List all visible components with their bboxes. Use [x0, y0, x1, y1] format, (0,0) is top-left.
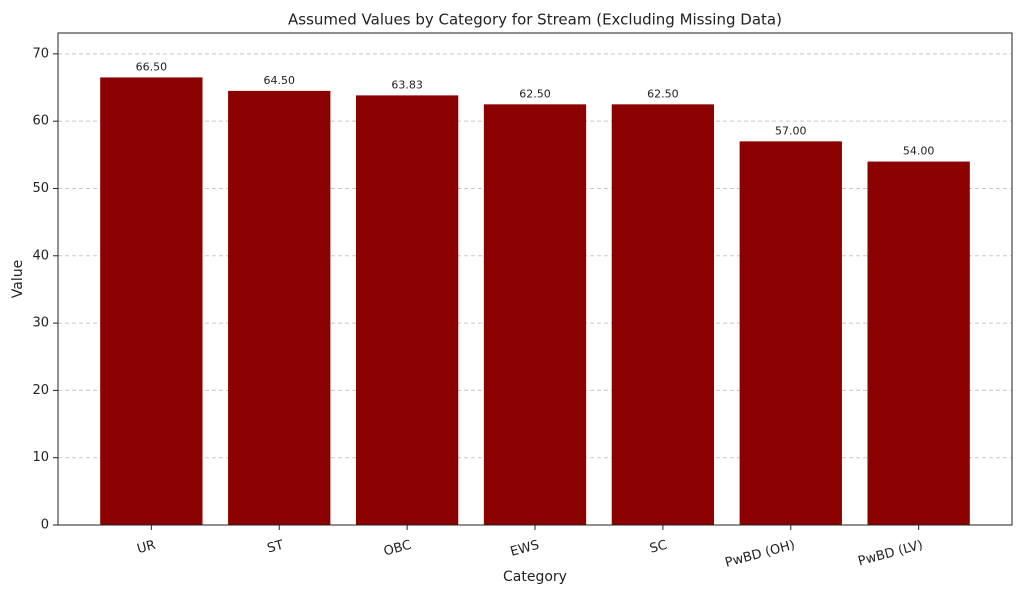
- y-tick-label: 50: [32, 181, 49, 196]
- bar: [739, 141, 842, 525]
- bar: [611, 104, 715, 525]
- y-tick-label: 30: [32, 316, 49, 331]
- plot-frame: [57, 32, 1013, 526]
- bar: [100, 77, 203, 526]
- x-tick-label: SC: [648, 538, 669, 557]
- value-label: 57.00: [775, 124, 807, 137]
- value-label: 66.50: [136, 60, 168, 73]
- y-tick-label: 40: [32, 248, 49, 263]
- y-tick-label: 0: [41, 518, 49, 533]
- x-tick-label: UR: [135, 538, 157, 557]
- x-tick-label: PwBD (OH): [724, 538, 797, 571]
- y-tick-label: 10: [32, 450, 49, 465]
- value-label: 63.83: [391, 78, 423, 91]
- value-label: 64.50: [263, 74, 295, 87]
- y-tick-label: 60: [32, 114, 49, 129]
- y-tick-label: 20: [32, 383, 49, 398]
- x-tick-label: ST: [266, 538, 286, 557]
- value-label: 62.50: [519, 87, 551, 100]
- x-axis-label: Category: [503, 569, 567, 585]
- y-tick-label: 70: [32, 46, 49, 61]
- bar: [355, 95, 459, 526]
- bar: [228, 90, 331, 525]
- x-tick-label: OBC: [382, 538, 413, 560]
- chart-title: Assumed Values by Category for Stream (E…: [288, 11, 782, 29]
- value-label: 54.00: [903, 145, 935, 158]
- x-tick-label: EWS: [509, 538, 541, 560]
- bar: [483, 104, 587, 525]
- value-label: 62.50: [647, 87, 679, 100]
- y-axis-label: Value: [10, 260, 26, 298]
- x-tick-label: PwBD (LV): [857, 538, 925, 570]
- bar: [867, 161, 970, 525]
